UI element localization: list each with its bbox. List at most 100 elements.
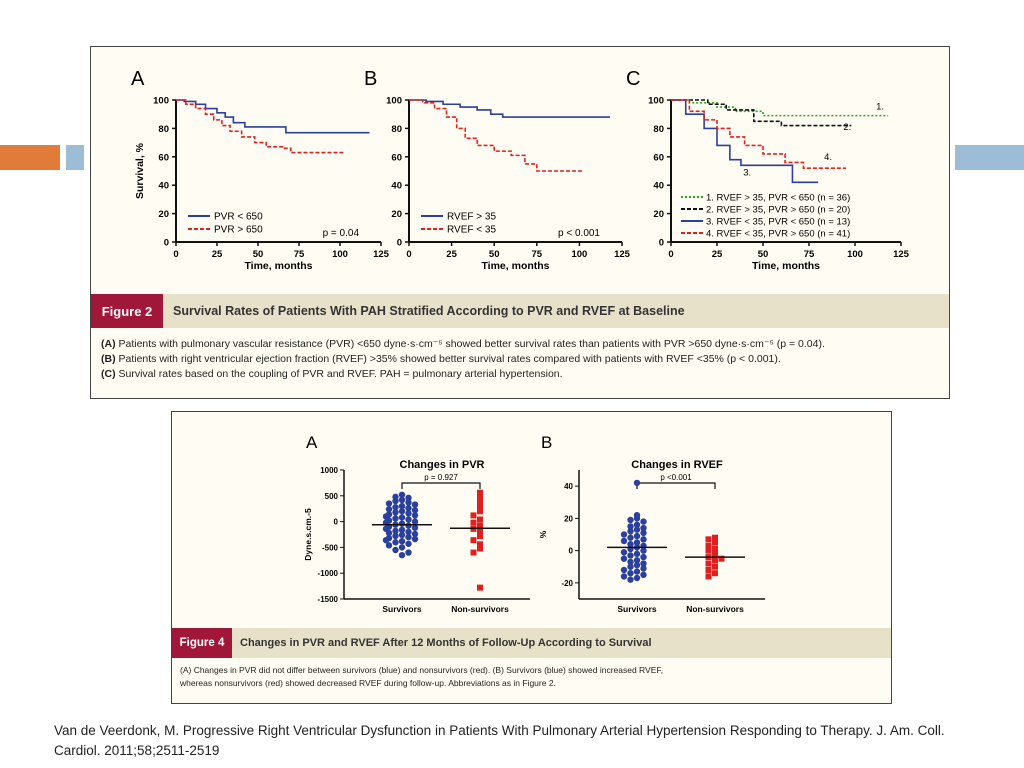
y-tick-label-b: 40 (391, 181, 402, 192)
data-point-a-survivor (405, 549, 412, 556)
x-tick-label-c: 25 (712, 249, 723, 260)
data-point-b-survivor (633, 561, 641, 569)
data-point-a-survivor (392, 546, 399, 554)
dotplot-y-tick-label-b: 40 (564, 482, 573, 491)
data-point-b-nonsurvivor (712, 563, 718, 570)
data-point-a-nonsurvivor (477, 493, 483, 500)
data-point-a-survivor (398, 538, 406, 545)
data-point-a-survivor (405, 528, 412, 536)
figure-2-note-b: (B) Patients with right ventricular ejec… (101, 353, 781, 365)
figure-4-note-line-2: whereas nonsurvivors (red) showed decrea… (180, 678, 556, 688)
data-point-b-survivor (633, 574, 641, 582)
y-tick-label-b: 0 (397, 238, 402, 249)
figure-4-charts: A Changes in PVR 1000 500 0 -500 -1000 -1500 Sur… (303, 433, 765, 614)
y-tick-label-b: 100 (386, 96, 402, 107)
dotplot-bracket-b (636, 482, 716, 489)
survival-curve-c-3 (671, 99, 819, 184)
data-point-b-survivor (620, 549, 628, 556)
data-point-b-nonsurvivor (712, 557, 718, 564)
data-point-b-survivor (633, 568, 641, 575)
data-point-b-survivor (627, 534, 634, 541)
data-point-b-nonsurvivor (705, 560, 712, 567)
panel-letter-c: C (626, 68, 640, 90)
x-tick-label-a: 50 (253, 249, 264, 260)
legend-label-b: RVEF < 35 (447, 225, 496, 236)
data-point-a-survivor (398, 544, 406, 551)
dotplot-y-tick-label-b: 20 (564, 514, 573, 523)
dotplot-title-a: Changes in PVR (400, 459, 485, 471)
data-point-a-survivor (398, 508, 406, 515)
data-point-a-survivor (392, 497, 399, 505)
dotplot-y-tick-label-a: -500 (322, 543, 339, 552)
dotplot-title-b: Changes in RVEF (631, 459, 723, 471)
data-point-a-survivor (398, 551, 406, 559)
data-point-b-survivor (640, 518, 647, 525)
x-tick-label-a: 75 (294, 249, 305, 260)
dotplot-p-value-a: p = 0.927 (424, 473, 458, 482)
data-point-a-survivor (405, 522, 412, 529)
data-point-a-survivor (405, 533, 412, 541)
data-point-b-nonsurvivor (712, 550, 718, 557)
legend-label-a: PVR < 650 (214, 212, 263, 223)
data-point-a-survivor (405, 504, 412, 512)
data-point-b-survivor (633, 526, 641, 533)
data-point-a-nonsurvivor (470, 512, 477, 519)
x-tick-label-c: 75 (804, 249, 815, 260)
data-point-b-survivor (633, 521, 641, 529)
y-tick-label-b: 60 (391, 152, 402, 163)
x-tick-label-a: 100 (332, 249, 348, 260)
data-point-a-survivor (392, 515, 399, 522)
decor-bar-left-blue (66, 145, 84, 170)
y-tick-label-a: 80 (158, 124, 169, 135)
data-point-a-survivor (392, 539, 399, 546)
data-point-a-survivor (411, 501, 419, 508)
data-point-b-survivor (627, 558, 634, 566)
curve-label-c-1: 1. (876, 101, 884, 112)
data-point-a-survivor (385, 542, 393, 549)
data-point-b-nonsurvivor (712, 534, 718, 541)
y-tick-label-a: 20 (158, 209, 169, 220)
figure-2-note-a: (A) Patients with pulmonary vascular res… (101, 338, 825, 350)
x-tick-label-b: 0 (406, 249, 411, 260)
dotplot-bracket-a (401, 482, 481, 489)
figure-2: A 0 20 40 60 80 100 0 25 50 75 100 125 Time, months Su… (90, 46, 950, 399)
data-point-a-survivor (398, 531, 406, 539)
x-tick-label-b: 25 (446, 249, 457, 260)
x-tick-label-b: 50 (489, 249, 500, 260)
data-point-b-survivor (627, 552, 634, 559)
survival-curve-b-2 (409, 99, 583, 172)
p-value-b: p < 0.001 (558, 228, 600, 239)
decor-bar-right-blue (955, 145, 1024, 170)
data-point-b-survivor (633, 515, 641, 522)
data-point-a-survivor (398, 502, 406, 510)
data-point-a-nonsurvivor (477, 508, 483, 515)
figure-2-note-c: (C) Survival rates based on the coupling… (101, 368, 563, 380)
data-point-a-survivor (398, 520, 406, 527)
figure-2-label: Figure 2 (91, 294, 163, 328)
data-point-b-nonsurvivor (712, 539, 718, 546)
panel-letter-f4-b: B (541, 433, 552, 452)
dotplot-category-label-a: Survivors (382, 604, 421, 614)
data-point-a-nonsurvivor (470, 549, 477, 556)
data-point-b-survivor (620, 573, 628, 580)
data-point-b-nonsurvivor (705, 542, 712, 549)
dotplot-y-tick-label-a: 500 (325, 492, 339, 501)
data-point-a-survivor (382, 536, 390, 544)
figure-4: A Changes in PVR 1000 500 0 -500 -1000 -1500 Sur… (171, 411, 892, 704)
x-axis-label-c: Time, months (752, 260, 820, 272)
dotplot-y-tick-label-b: 0 (569, 547, 574, 556)
survival-curve-c-2 (671, 99, 852, 127)
data-point-a-survivor (392, 503, 399, 511)
x-tick-label-b: 75 (532, 249, 543, 260)
data-point-a-survivor (411, 512, 419, 519)
data-point-a-nonsurvivor (477, 584, 483, 591)
y-tick-label-c: 0 (659, 238, 664, 249)
dotplot-y-tick-label-a: 0 (334, 518, 339, 527)
data-point-b-nonsurvivor (712, 546, 718, 553)
citation: Van de Veerdonk, M. Progressive Right Ve… (54, 723, 945, 758)
x-axis-label-b: Time, months (481, 260, 549, 272)
figure-2-notes: (A) Patients with pulmonary vascular res… (91, 333, 949, 398)
survival-curve-a-1 (176, 99, 370, 134)
data-point-b-survivor (633, 550, 641, 558)
figure-4-notes: (A) Changes in PVR did not differ betwee… (172, 660, 891, 703)
